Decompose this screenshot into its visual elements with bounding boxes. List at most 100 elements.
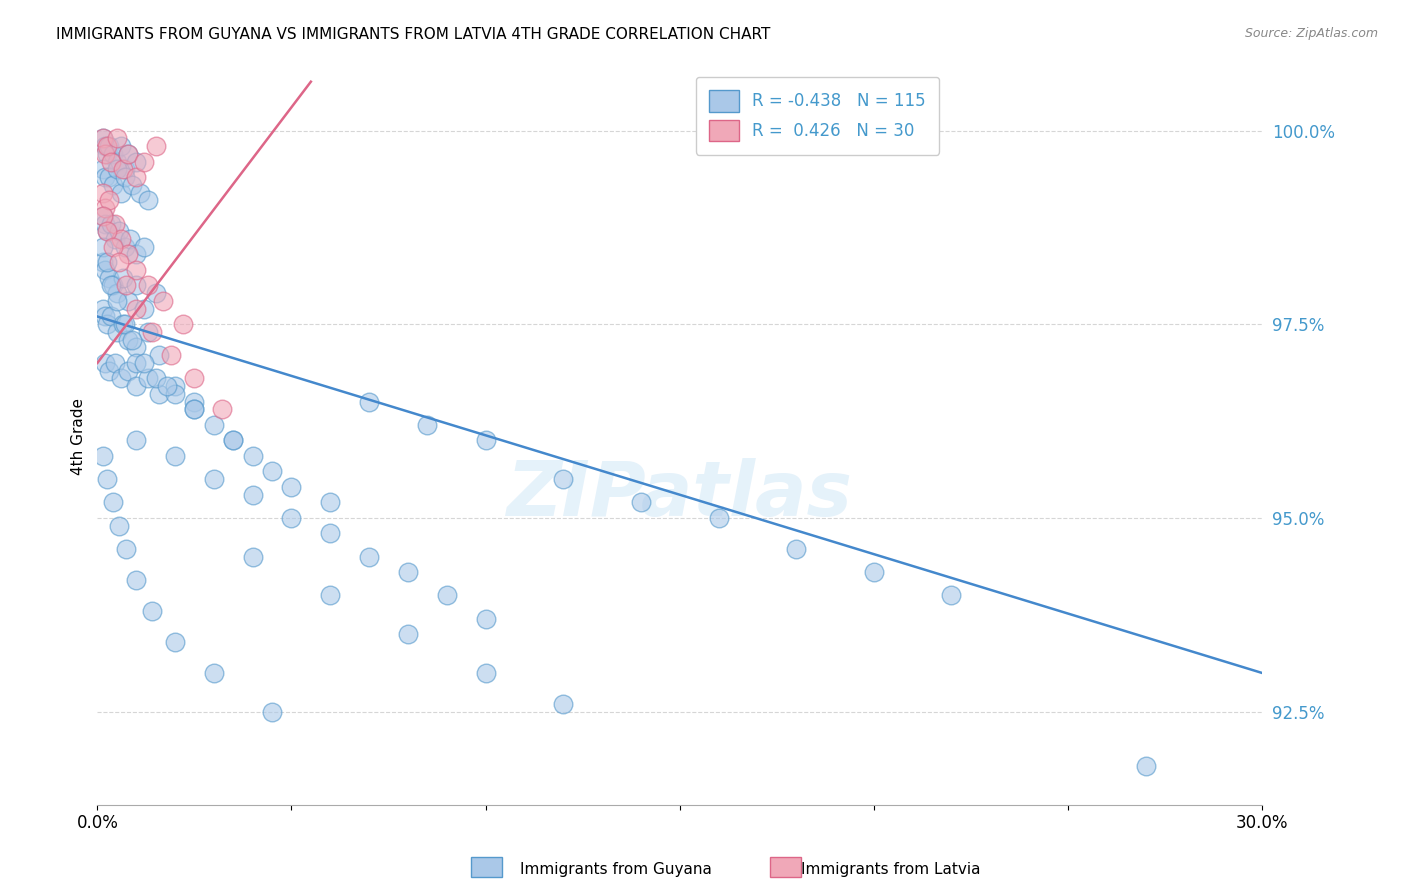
Point	[111, 317, 134, 331]
Point	[91, 131, 114, 145]
Point	[114, 169, 136, 184]
Point	[136, 371, 159, 385]
Point	[183, 371, 205, 385]
Text: IMMIGRANTS FROM GUYANA VS IMMIGRANTS FROM LATVIA 4TH GRADE CORRELATION CHART: IMMIGRANTS FROM GUYANA VS IMMIGRANTS FRO…	[56, 27, 770, 42]
Point	[96, 139, 118, 153]
Point	[260, 465, 283, 479]
Point	[125, 573, 148, 587]
Point	[1135, 759, 1157, 773]
Point	[110, 371, 132, 385]
Point	[396, 627, 419, 641]
Point	[100, 310, 122, 324]
Point	[91, 186, 114, 200]
Point	[91, 449, 114, 463]
Point	[862, 565, 884, 579]
Point	[416, 417, 439, 432]
Point	[107, 224, 129, 238]
Point	[91, 255, 114, 269]
Point	[319, 495, 342, 509]
Point	[96, 224, 118, 238]
Point	[132, 154, 155, 169]
Point	[707, 511, 730, 525]
Point	[202, 472, 225, 486]
Point	[183, 402, 205, 417]
Point	[98, 139, 121, 153]
Point	[163, 635, 186, 649]
Point	[163, 379, 186, 393]
Text: Source: ZipAtlas.com: Source: ZipAtlas.com	[1244, 27, 1378, 40]
Point	[110, 186, 132, 200]
Point	[280, 480, 302, 494]
Point	[145, 286, 167, 301]
Point	[101, 178, 124, 192]
Point	[98, 193, 121, 207]
Point	[125, 341, 148, 355]
Point	[183, 402, 205, 417]
Point	[94, 217, 117, 231]
Point	[125, 434, 148, 448]
Point	[94, 201, 117, 215]
Point	[96, 224, 118, 238]
Point	[105, 293, 128, 308]
Point	[172, 317, 194, 331]
Point	[553, 697, 575, 711]
Point	[105, 131, 128, 145]
Point	[98, 169, 121, 184]
Point	[260, 705, 283, 719]
Point	[202, 417, 225, 432]
Point	[94, 310, 117, 324]
Point	[125, 154, 148, 169]
Point	[129, 186, 152, 200]
Point	[117, 333, 139, 347]
Point	[359, 394, 381, 409]
Point	[94, 146, 117, 161]
FancyBboxPatch shape	[471, 857, 502, 877]
Point	[117, 364, 139, 378]
Point	[111, 162, 134, 177]
Point	[474, 612, 496, 626]
Point	[117, 146, 139, 161]
Point	[163, 449, 186, 463]
Point	[941, 589, 963, 603]
Point	[474, 665, 496, 680]
Y-axis label: 4th Grade: 4th Grade	[72, 398, 86, 475]
Point	[94, 169, 117, 184]
Point	[160, 348, 183, 362]
Point	[117, 293, 139, 308]
Point	[101, 146, 124, 161]
Point	[125, 278, 148, 293]
Point	[105, 162, 128, 177]
Point	[125, 379, 148, 393]
Point	[132, 240, 155, 254]
Point	[148, 348, 170, 362]
Point	[91, 301, 114, 316]
Point	[183, 394, 205, 409]
Point	[100, 278, 122, 293]
Point	[156, 379, 179, 393]
Legend: R = -0.438   N = 115, R =  0.426   N = 30: R = -0.438 N = 115, R = 0.426 N = 30	[696, 77, 939, 154]
Point	[125, 356, 148, 370]
Point	[474, 434, 496, 448]
Point	[242, 549, 264, 564]
Text: ZIPatlas: ZIPatlas	[506, 458, 852, 533]
Point	[101, 240, 124, 254]
Point	[96, 146, 118, 161]
Point	[141, 604, 163, 618]
Point	[280, 511, 302, 525]
Text: Immigrants from Guyana: Immigrants from Guyana	[520, 863, 711, 877]
Point	[91, 240, 114, 254]
Point	[100, 217, 122, 231]
Point	[115, 541, 138, 556]
Point	[94, 356, 117, 370]
Point	[104, 356, 127, 370]
Point	[222, 434, 245, 448]
Point	[104, 232, 127, 246]
Point	[94, 139, 117, 153]
Point	[96, 472, 118, 486]
Point	[96, 317, 118, 331]
Point	[132, 301, 155, 316]
Point	[125, 247, 148, 261]
Point	[94, 263, 117, 277]
Point	[136, 325, 159, 339]
Point	[242, 488, 264, 502]
